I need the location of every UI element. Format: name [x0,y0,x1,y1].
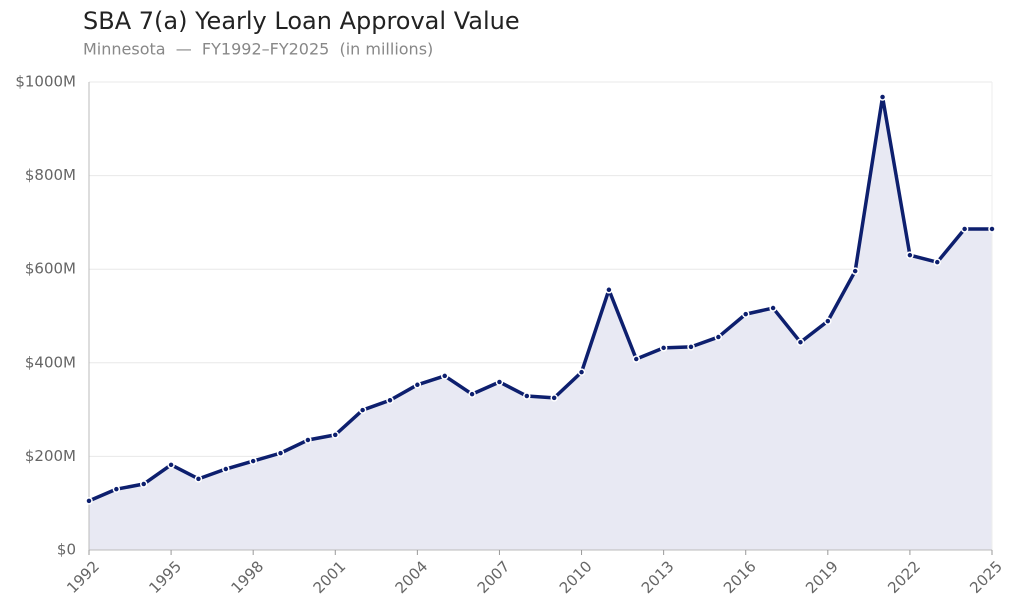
x-tick-label: 1995 [145,557,185,597]
x-tick-label: 2025 [966,557,1006,597]
point [358,406,367,414]
y-tick-label: $800M [25,166,76,184]
point [906,251,914,259]
x-tick-label: 2022 [884,557,924,597]
point [523,392,531,400]
point [687,343,695,351]
chart-subtitle: Minnesota — FY1992–FY2025 (in millions) [83,40,433,59]
point [249,457,257,465]
point [194,475,203,483]
y-tick-label: $1000M [15,73,76,91]
x-tick-label: 2004 [392,557,432,597]
plot [88,95,992,550]
point [878,93,887,101]
x-tick-label: 2007 [474,557,514,597]
point [304,436,312,444]
y-tick-label: $0 [57,541,76,559]
point [139,480,148,488]
point [605,286,613,294]
x-tick-label: 1998 [227,557,267,597]
point [386,396,394,404]
point [741,310,750,318]
point [714,333,723,341]
x-tick-label: 2019 [802,557,842,597]
points [85,93,996,505]
point [276,449,285,457]
x-tick-label: 2016 [720,557,760,597]
point [824,317,832,325]
point [933,258,942,266]
point [632,355,641,363]
point [550,394,558,402]
point [85,497,93,505]
x-tick-label: 2013 [638,557,678,597]
area [89,96,992,550]
y-tick-label: $400M [25,353,76,371]
point [331,431,340,439]
point [659,344,668,352]
point [413,381,422,389]
point [495,378,504,386]
point [440,372,449,380]
point [577,368,586,376]
point [851,267,859,275]
point [796,338,805,346]
point [769,304,777,312]
point [222,465,230,473]
line [88,95,992,503]
y-tick-label: $600M [25,260,76,278]
x-tick-label: 2010 [556,557,596,597]
point [988,225,996,233]
chart-title: SBA 7(a) Yearly Loan Approval Value [83,7,520,35]
y-tick-label: $200M [25,447,76,465]
point [167,461,175,469]
point [468,390,476,398]
x-tick-label: 2001 [310,557,350,597]
point [960,225,969,233]
point [112,485,121,493]
x-tick-label: 1992 [63,557,103,597]
